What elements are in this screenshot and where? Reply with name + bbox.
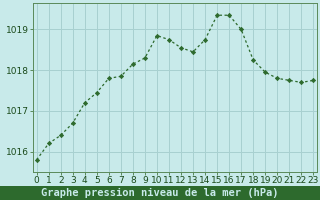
Text: Graphe pression niveau de la mer (hPa): Graphe pression niveau de la mer (hPa) bbox=[41, 188, 279, 198]
